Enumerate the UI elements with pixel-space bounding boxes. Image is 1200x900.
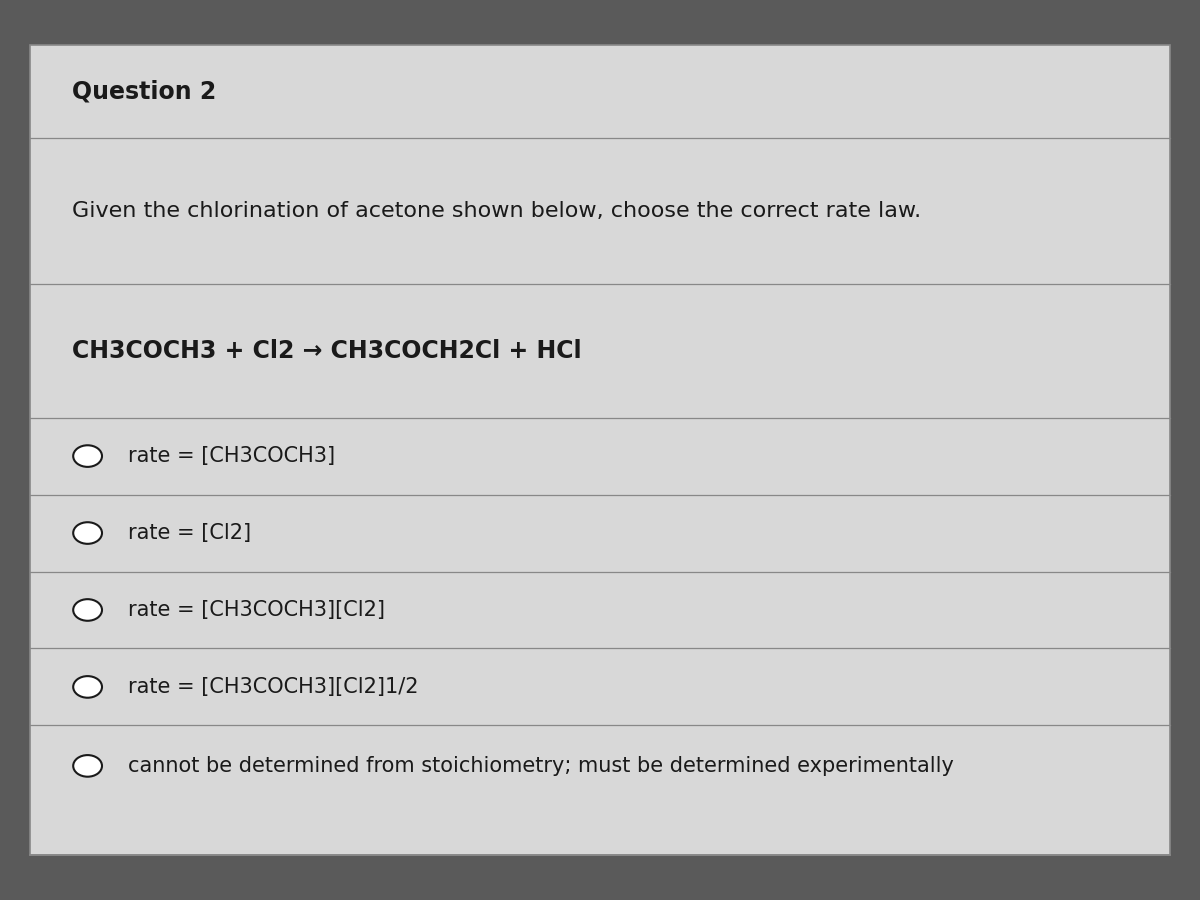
Text: rate = [CH3COCH3][Cl2]: rate = [CH3COCH3][Cl2] — [128, 600, 385, 620]
Text: rate = [Cl2]: rate = [Cl2] — [128, 523, 252, 543]
Text: CH3COCH3 + Cl2 → CH3COCH2Cl + HCl: CH3COCH3 + Cl2 → CH3COCH2Cl + HCl — [72, 338, 582, 363]
Ellipse shape — [73, 676, 102, 698]
Ellipse shape — [73, 599, 102, 621]
Text: cannot be determined from stoichiometry; must be determined experimentally: cannot be determined from stoichiometry;… — [128, 756, 954, 776]
Text: rate = [CH3COCH3][Cl2]1/2: rate = [CH3COCH3][Cl2]1/2 — [128, 677, 419, 697]
Ellipse shape — [73, 522, 102, 544]
Text: Question 2: Question 2 — [72, 79, 216, 104]
Text: Given the chlorination of acetone shown below, choose the correct rate law.: Given the chlorination of acetone shown … — [72, 201, 922, 221]
Ellipse shape — [73, 446, 102, 467]
FancyBboxPatch shape — [30, 45, 1170, 855]
Ellipse shape — [73, 755, 102, 777]
Text: rate = [CH3COCH3]: rate = [CH3COCH3] — [128, 446, 336, 466]
